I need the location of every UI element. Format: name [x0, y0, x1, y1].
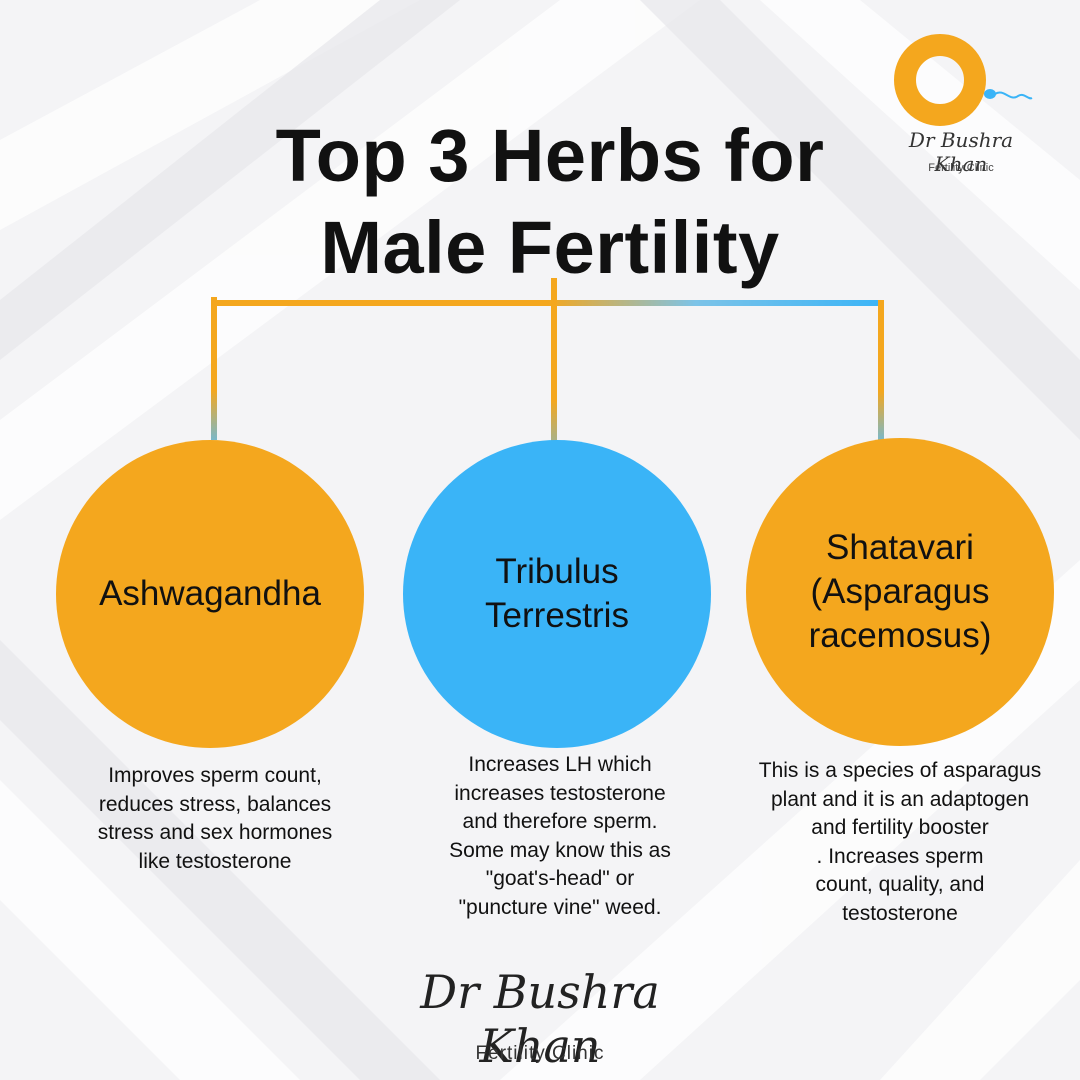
- description-line: increases testosterone: [454, 781, 666, 805]
- herb-name: Shatavari (Asparagus racemosus): [809, 526, 992, 658]
- description-line: Increases LH which: [468, 753, 652, 776]
- description-line: This is a species of asparagus: [758, 759, 1042, 782]
- herb-description-tribulus: Increases LH which increases testosteron…: [398, 751, 722, 922]
- herb-name-line: Ashwagandha: [99, 574, 321, 613]
- description-line: testosterone: [842, 901, 958, 925]
- herb-name-line: racemosus): [808, 616, 992, 655]
- description-line: count, quality, and: [815, 873, 985, 896]
- herb-name-line: (Asparagus: [810, 572, 990, 611]
- herb-circle-ashwagandha: Ashwagandha: [56, 440, 364, 748]
- logo-subtitle: Fertility Clinic: [928, 162, 994, 174]
- description-line: like testosterone: [138, 849, 292, 873]
- description-line: Improves sperm count,: [108, 764, 322, 787]
- herb-circle-shatavari: Shatavari (Asparagus racemosus): [746, 438, 1054, 746]
- herb-name-line: Tribulus: [495, 552, 619, 591]
- herb-name: Ashwagandha: [99, 572, 321, 616]
- description-line: Some may know this as: [449, 838, 671, 862]
- clinic-logo-top: Dr Bushra Khan Fertility Clinic: [886, 30, 1046, 180]
- herb-description-ashwagandha: Improves sperm count, reduces stress, ba…: [50, 762, 380, 876]
- logo-ring-icon: [894, 34, 1033, 126]
- description-line: . Increases sperm: [816, 844, 984, 868]
- description-line: stress and sex hormones: [97, 821, 333, 844]
- herb-circle-tribulus: Tribulus Terrestris: [403, 440, 711, 748]
- description-line: and fertility booster: [811, 816, 989, 839]
- logo-name: Dr Bushra Khan: [908, 128, 1014, 176]
- signature-subtitle: Fertility Clinic: [475, 1043, 605, 1064]
- page-title: Top 3 Herbs for Male Fertility: [200, 110, 900, 294]
- herb-name: Tribulus Terrestris: [485, 550, 629, 638]
- title-line-1: Top 3 Herbs for: [275, 114, 825, 197]
- description-line: and therefore sperm.: [462, 810, 658, 833]
- description-line: "goat's-head" or: [485, 867, 635, 890]
- title-line-2: Male Fertility: [320, 206, 780, 289]
- herb-name-line: Terrestris: [485, 596, 629, 635]
- clinic-logo-bottom: Dr Bushra Khan Fertility Clinic: [380, 955, 700, 1075]
- herb-description-shatavari: This is a species of asparagus plant and…: [722, 757, 1078, 928]
- description-line: "puncture vine" weed.: [458, 895, 662, 919]
- signature-name: Dr Bushra Khan: [420, 965, 660, 1073]
- description-line: plant and it is an adaptogen: [770, 787, 1030, 811]
- herb-name-line: Shatavari: [826, 528, 974, 567]
- description-line: reduces stress, balances: [98, 792, 332, 816]
